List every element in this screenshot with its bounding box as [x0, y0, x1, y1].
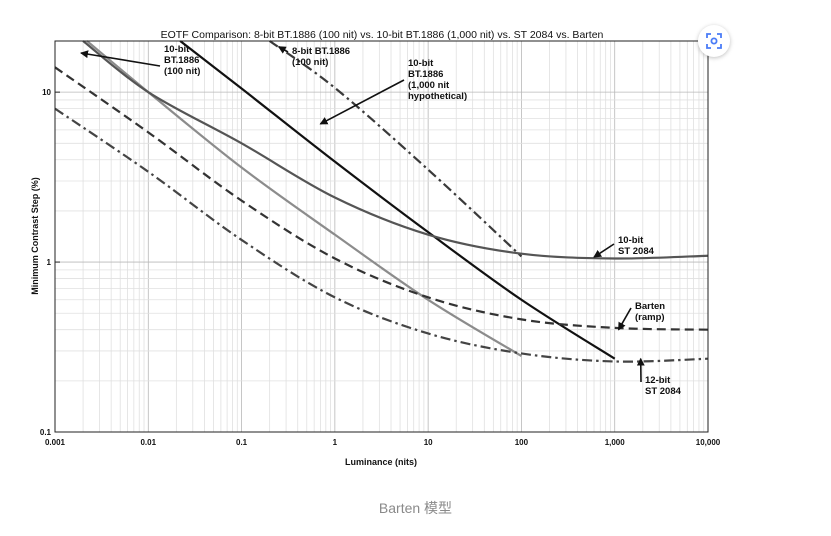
series-line-5 [54, 107, 709, 363]
series-group [54, 40, 709, 363]
annotations: 10-bit BT.1886 (100 nit) 8-bit BT.1886 (100 … [80, 44, 682, 397]
annotation-label: 12-bit ST 2084 [645, 375, 682, 397]
x-tick-label: 10,000 [696, 438, 721, 447]
x-tick-label: 0.001 [45, 438, 66, 447]
figure-caption: Barten 模型 [378, 500, 453, 516]
x-tick-label: 0.1 [236, 438, 248, 447]
annotation-label: 10-bit BT.1886 (100 nit) [164, 44, 200, 77]
series-line-4 [54, 66, 709, 331]
annotation-label: 8-bit BT.1886 (100 nit) [292, 46, 350, 68]
x-tick-label: 0.01 [140, 438, 156, 447]
eotf-chart: 0.001 0.01 0.1 1 10 100 1,000 10,000 0.1 1 10 10-b… [30, 29, 721, 467]
annotation-arrow [593, 243, 615, 258]
x-axis-label: Luminance (nits) [345, 457, 417, 467]
scan-icon [706, 33, 722, 49]
x-tick-label: 100 [515, 438, 529, 447]
y-tick-label: 0.1 [40, 428, 52, 437]
y-tick-label: 1 [47, 258, 52, 267]
annotation-arrow [617, 307, 632, 331]
x-tick-label: 1 [333, 438, 338, 447]
annotation-label: 10-bit BT.1886 (1,000 nit hypothetical) [408, 58, 467, 102]
grid [54, 40, 708, 433]
annotation-arrow [319, 79, 405, 125]
series-line-3 [82, 40, 709, 260]
y-axis-label: Minimum Contrast Step (%) [30, 177, 40, 295]
annotation-arrow [80, 50, 161, 67]
y-tick-label: 10 [42, 88, 51, 97]
annotation-label: Barten (ramp) [635, 301, 665, 323]
tick-labels: 0.001 0.01 0.1 1 10 100 1,000 10,000 0.1 1 10 [40, 88, 721, 447]
scan-button[interactable] [698, 25, 730, 57]
series-line-2 [179, 40, 616, 360]
chart-title: EOTF Comparison: 8-bit BT.1886 (100 nit)… [161, 29, 604, 41]
x-tick-label: 10 [424, 438, 433, 447]
annotation-arrow [277, 46, 289, 54]
plot-frame [54, 40, 709, 433]
series-line-0 [269, 40, 523, 258]
annotation-label: 10-bit ST 2084 [618, 235, 655, 257]
x-tick-label: 1,000 [605, 438, 626, 447]
